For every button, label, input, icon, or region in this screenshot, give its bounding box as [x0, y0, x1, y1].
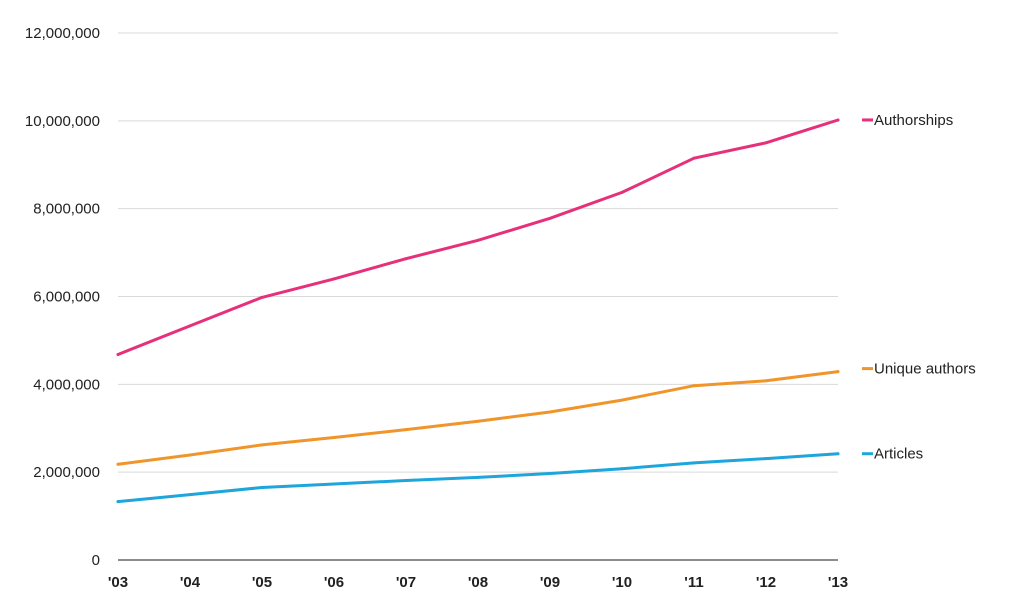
x-tick-label: '06 — [324, 574, 344, 591]
data-point-authorships — [332, 277, 336, 281]
x-axis-ticks: '03 '04 '05 '06 '07 '08 '09 '10 '11 '12 '13 — [108, 574, 848, 591]
y-axis-ticks: 0 2,000,000 4,000,000 6,000,000 8,000,000 10,… — [25, 25, 100, 569]
data-point-unique-authors — [188, 453, 192, 457]
series-lines — [116, 118, 840, 504]
data-point-unique-authors — [692, 384, 696, 388]
x-tick-label: '03 — [108, 574, 128, 591]
data-point-articles — [692, 461, 696, 465]
legend: Authorships Unique authors Articles — [862, 112, 976, 463]
legend-label-articles: Articles — [874, 446, 923, 463]
y-tick-label: 0 — [92, 552, 100, 569]
series-line-unique-authors — [116, 370, 840, 466]
data-point-authorships — [188, 324, 192, 328]
data-point-unique-authors — [548, 410, 552, 414]
x-tick-label: '11 — [684, 574, 703, 591]
data-point-authorships — [620, 190, 624, 194]
data-point-articles — [404, 479, 408, 483]
data-point-articles — [260, 486, 264, 490]
gridlines — [118, 32, 838, 473]
data-point-authorships — [260, 295, 264, 299]
data-point-unique-authors — [404, 428, 408, 432]
data-point-authorships — [764, 141, 768, 145]
x-tick-label: '05 — [252, 574, 272, 591]
legend-label-authorships: Authorships — [874, 112, 953, 129]
x-tick-label: '09 — [540, 574, 560, 591]
data-point-articles — [548, 471, 552, 475]
data-point-articles — [836, 452, 840, 456]
legend-label-unique-authors: Unique authors — [874, 361, 976, 378]
data-point-articles — [332, 482, 336, 486]
y-tick-label: 2,000,000 — [33, 464, 100, 481]
data-point-articles — [764, 457, 768, 461]
series-line-authorships — [116, 118, 840, 356]
data-point-authorships — [548, 216, 552, 220]
x-tick-label: '10 — [612, 574, 632, 591]
data-point-authorships — [476, 238, 480, 242]
x-tick-label: '08 — [468, 574, 488, 591]
data-point-unique-authors — [836, 370, 840, 374]
data-point-authorships — [836, 118, 840, 122]
y-tick-label: 8,000,000 — [33, 201, 100, 218]
data-point-unique-authors — [260, 443, 264, 447]
data-point-articles — [620, 467, 624, 471]
y-tick-label: 4,000,000 — [33, 376, 100, 393]
data-point-authorships — [404, 257, 408, 261]
data-point-articles — [116, 500, 120, 504]
data-point-authorships — [116, 352, 120, 356]
y-tick-label: 10,000,000 — [25, 113, 100, 130]
y-tick-label: 12,000,000 — [25, 25, 100, 42]
data-point-unique-authors — [332, 435, 336, 439]
x-tick-label: '13 — [828, 574, 848, 591]
x-tick-label: '12 — [756, 574, 776, 591]
x-tick-label: '04 — [180, 574, 201, 591]
data-point-unique-authors — [620, 398, 624, 402]
data-point-unique-authors — [764, 379, 768, 383]
data-point-unique-authors — [116, 462, 120, 466]
x-tick-label: '07 — [396, 574, 416, 591]
data-point-authorships — [692, 156, 696, 160]
y-tick-label: 6,000,000 — [33, 289, 100, 306]
data-point-unique-authors — [476, 419, 480, 423]
data-point-articles — [188, 493, 192, 497]
data-point-articles — [476, 475, 480, 479]
